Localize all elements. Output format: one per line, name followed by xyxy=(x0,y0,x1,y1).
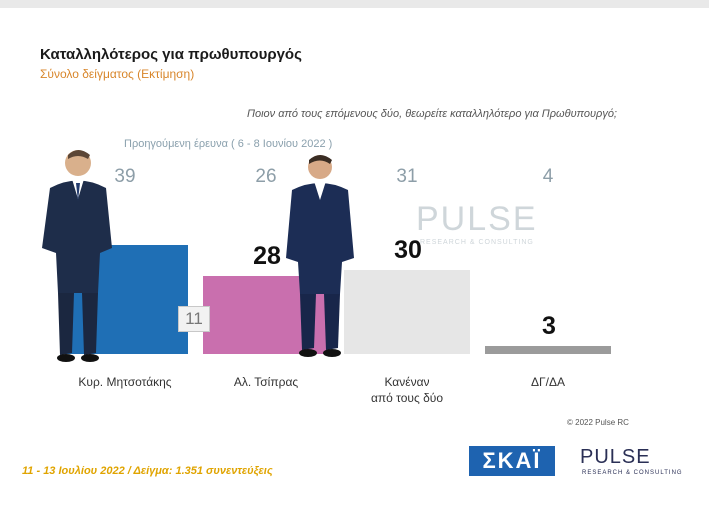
category-label-2: Αλ. Τσίπρας xyxy=(196,374,336,390)
previous-value-2: 26 xyxy=(255,166,277,187)
skai-logo: ΣΚΑΪ xyxy=(469,446,555,476)
tsipras-photo xyxy=(286,155,354,357)
mitsotakis-photo xyxy=(42,150,112,362)
category-label-1: Κυρ. Μητσοτάκης xyxy=(55,374,195,390)
previous-value-1: 39 xyxy=(114,166,136,187)
fieldwork-info: 11 - 13 Ιουλίου 2022 / Δείγμα: 1.351 συν… xyxy=(22,465,273,477)
category-line: Αλ. Τσίπρας xyxy=(233,375,299,389)
watermark-pulse: PULSE xyxy=(416,200,538,238)
watermark-tagline: RESEARCH & CONSULTING xyxy=(420,239,534,246)
bar-3 xyxy=(344,270,470,354)
category-label-4: ΔΓ/ΔΑ xyxy=(478,374,618,390)
category-label-3: Κανέναν από τους δύο xyxy=(337,374,477,406)
copyright: © 2022 Pulse RC xyxy=(567,418,629,427)
category-line: από τους δύο xyxy=(370,391,444,405)
bar-4 xyxy=(485,345,611,354)
top-strip xyxy=(0,0,709,8)
value-label-4: 3 xyxy=(542,311,556,340)
category-line: ΔΓ/ΔΑ xyxy=(531,375,565,389)
category-line: Κυρ. Μητσοτάκης xyxy=(78,375,172,389)
previous-value-4: 4 xyxy=(542,166,554,187)
previous-value-3: 31 xyxy=(396,166,418,187)
value-label-2: 28 xyxy=(253,241,281,270)
survey-question: Ποιον από τους επόμενους δύο, θεωρείτε κ… xyxy=(247,108,617,120)
pulse-logo-tagline: RESEARCH & CONSULTING xyxy=(582,470,683,476)
gap-label: 11 xyxy=(178,306,210,332)
previous-survey-label: Προηγούμενη έρευνα ( 6 - 8 Ιουνίου 2022 … xyxy=(124,138,333,150)
chart-title: Καταλληλότερος για πρωθυπουργός xyxy=(40,46,302,63)
category-line: Κανέναν xyxy=(384,375,430,389)
pulse-logo: PULSE xyxy=(580,446,651,468)
chart-subtitle: Σύνολο δείγματος (Εκτίμηση) xyxy=(40,67,195,81)
value-label-3: 30 xyxy=(394,236,422,265)
